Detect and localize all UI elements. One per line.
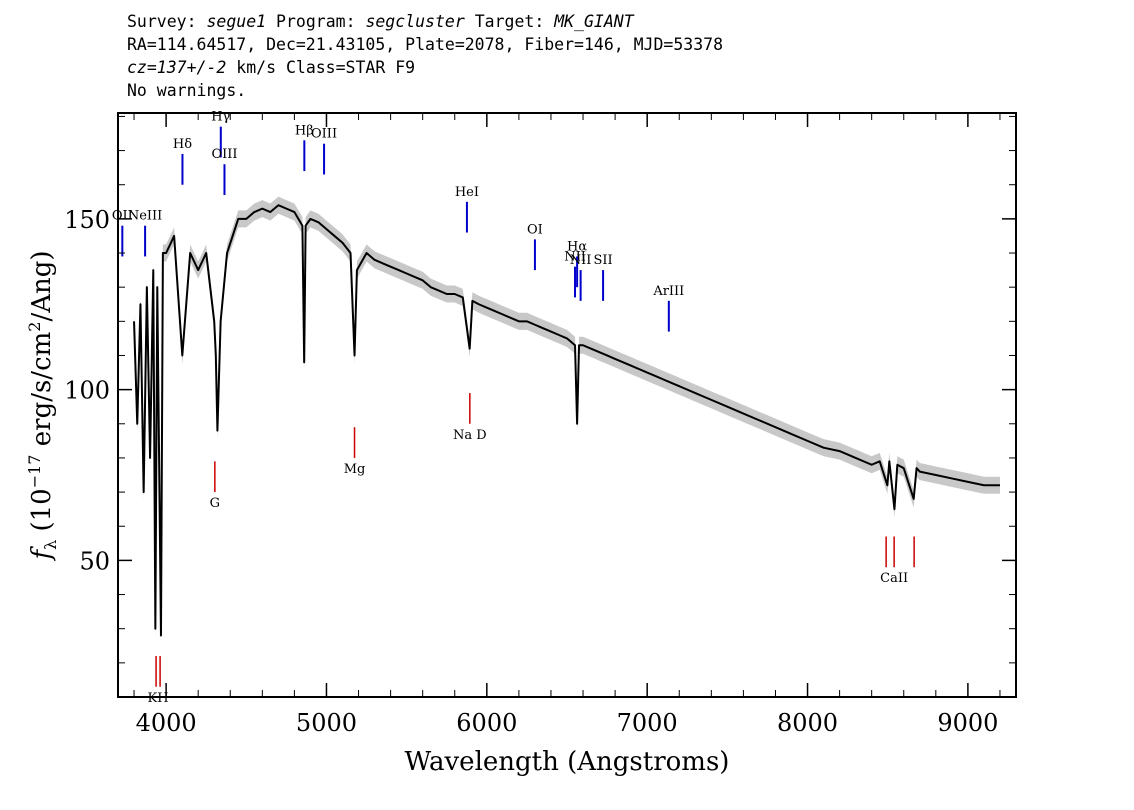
line-label: OI (527, 222, 543, 237)
line-label: Hγ (211, 110, 230, 125)
line-label: Mg (344, 462, 366, 477)
line-label: ArIII (652, 284, 684, 299)
line-marker-3: Na D (453, 393, 487, 443)
line-label: OIII (311, 127, 337, 142)
plot-frame (117, 112, 1017, 698)
line-marker-14: NII (564, 250, 586, 298)
x-tick-label: 5000 (296, 709, 357, 737)
x-tick-label: 6000 (456, 709, 517, 737)
line-label: OII (112, 209, 133, 224)
line-label: NII (570, 253, 592, 268)
target-label: Target: (464, 12, 555, 31)
line-label: CaII (880, 571, 908, 586)
line-marker-4: CaII (880, 536, 915, 586)
header-line-survey: Survey: segue1 Program: segcluster Targe… (127, 10, 723, 33)
x-tick-label: 8000 (777, 709, 838, 737)
line-marker-1: G (210, 461, 220, 511)
x-tick-label: 7000 (617, 709, 678, 737)
line-marker-5: Hδ (173, 137, 192, 185)
line-marker-13: OI (527, 222, 543, 271)
header-line-redshift: cz=137+/-2 km/s Class=STAR F9 (127, 56, 723, 79)
line-label: Hδ (173, 137, 192, 152)
line-marker-2: Mg (344, 427, 366, 477)
line-label: SII (593, 253, 612, 268)
x-tick-label: 4000 (136, 709, 197, 737)
class-text: km/s Class=STAR F9 (226, 58, 416, 77)
x-tick-label: 9000 (937, 709, 998, 737)
line-label: HeI (455, 185, 479, 200)
y-tick-label: 50 (79, 547, 110, 575)
flux-line (133, 204, 1000, 637)
x-axis-label: Wavelength (Angstroms) (405, 747, 730, 777)
line-marker-18: ArIII (652, 284, 684, 332)
line-label: NII (564, 250, 586, 265)
line-label: G (210, 496, 220, 511)
line-label: KH (148, 691, 169, 706)
program-value: segcluster (365, 12, 465, 31)
y-axis: 50 100 150 (64, 115, 1016, 664)
line-marker-11: OII (112, 209, 133, 257)
header-line-coordinates: RA=114.64517, Dec=21.43105, Plate=2078, … (127, 35, 724, 54)
line-marker-9: OIII (311, 127, 337, 175)
line-marker-7: OIII (211, 147, 238, 195)
target-value: MK_GIANT (554, 12, 634, 31)
survey-label: Survey: (127, 12, 207, 31)
line-label: Hβ (295, 123, 314, 138)
line-marker-0: KH (148, 656, 169, 706)
line-marker-17: SII (593, 253, 613, 301)
y-tick-label: 150 (64, 206, 110, 234)
cz-value: cz=137+/-2 (127, 58, 227, 77)
line-marker-15: Hα (567, 239, 587, 288)
survey-value: segue1 (206, 12, 267, 31)
line-marker-12: HeI (455, 185, 479, 233)
y-axis-label: fλ (10−17 erg/s/cm2/Ang) (25, 250, 60, 561)
header-line-warnings: No warnings. (127, 81, 247, 100)
program-label: Program: (266, 12, 366, 31)
line-label: NeIII (128, 209, 162, 224)
line-marker-8: Hβ (295, 123, 314, 172)
line-label: Na D (453, 428, 487, 443)
x-axis: 4000 5000 6000 7000 8000 9000 (133, 113, 1001, 737)
line-marker-10: NeIII (128, 209, 162, 257)
line-label: Hα (567, 239, 587, 254)
spectrum-header: Survey: segue1 Program: segcluster Targe… (127, 10, 723, 102)
line-marker-16: NII (570, 253, 592, 301)
line-label: OIII (211, 147, 237, 162)
y-tick-label: 100 (64, 377, 110, 405)
